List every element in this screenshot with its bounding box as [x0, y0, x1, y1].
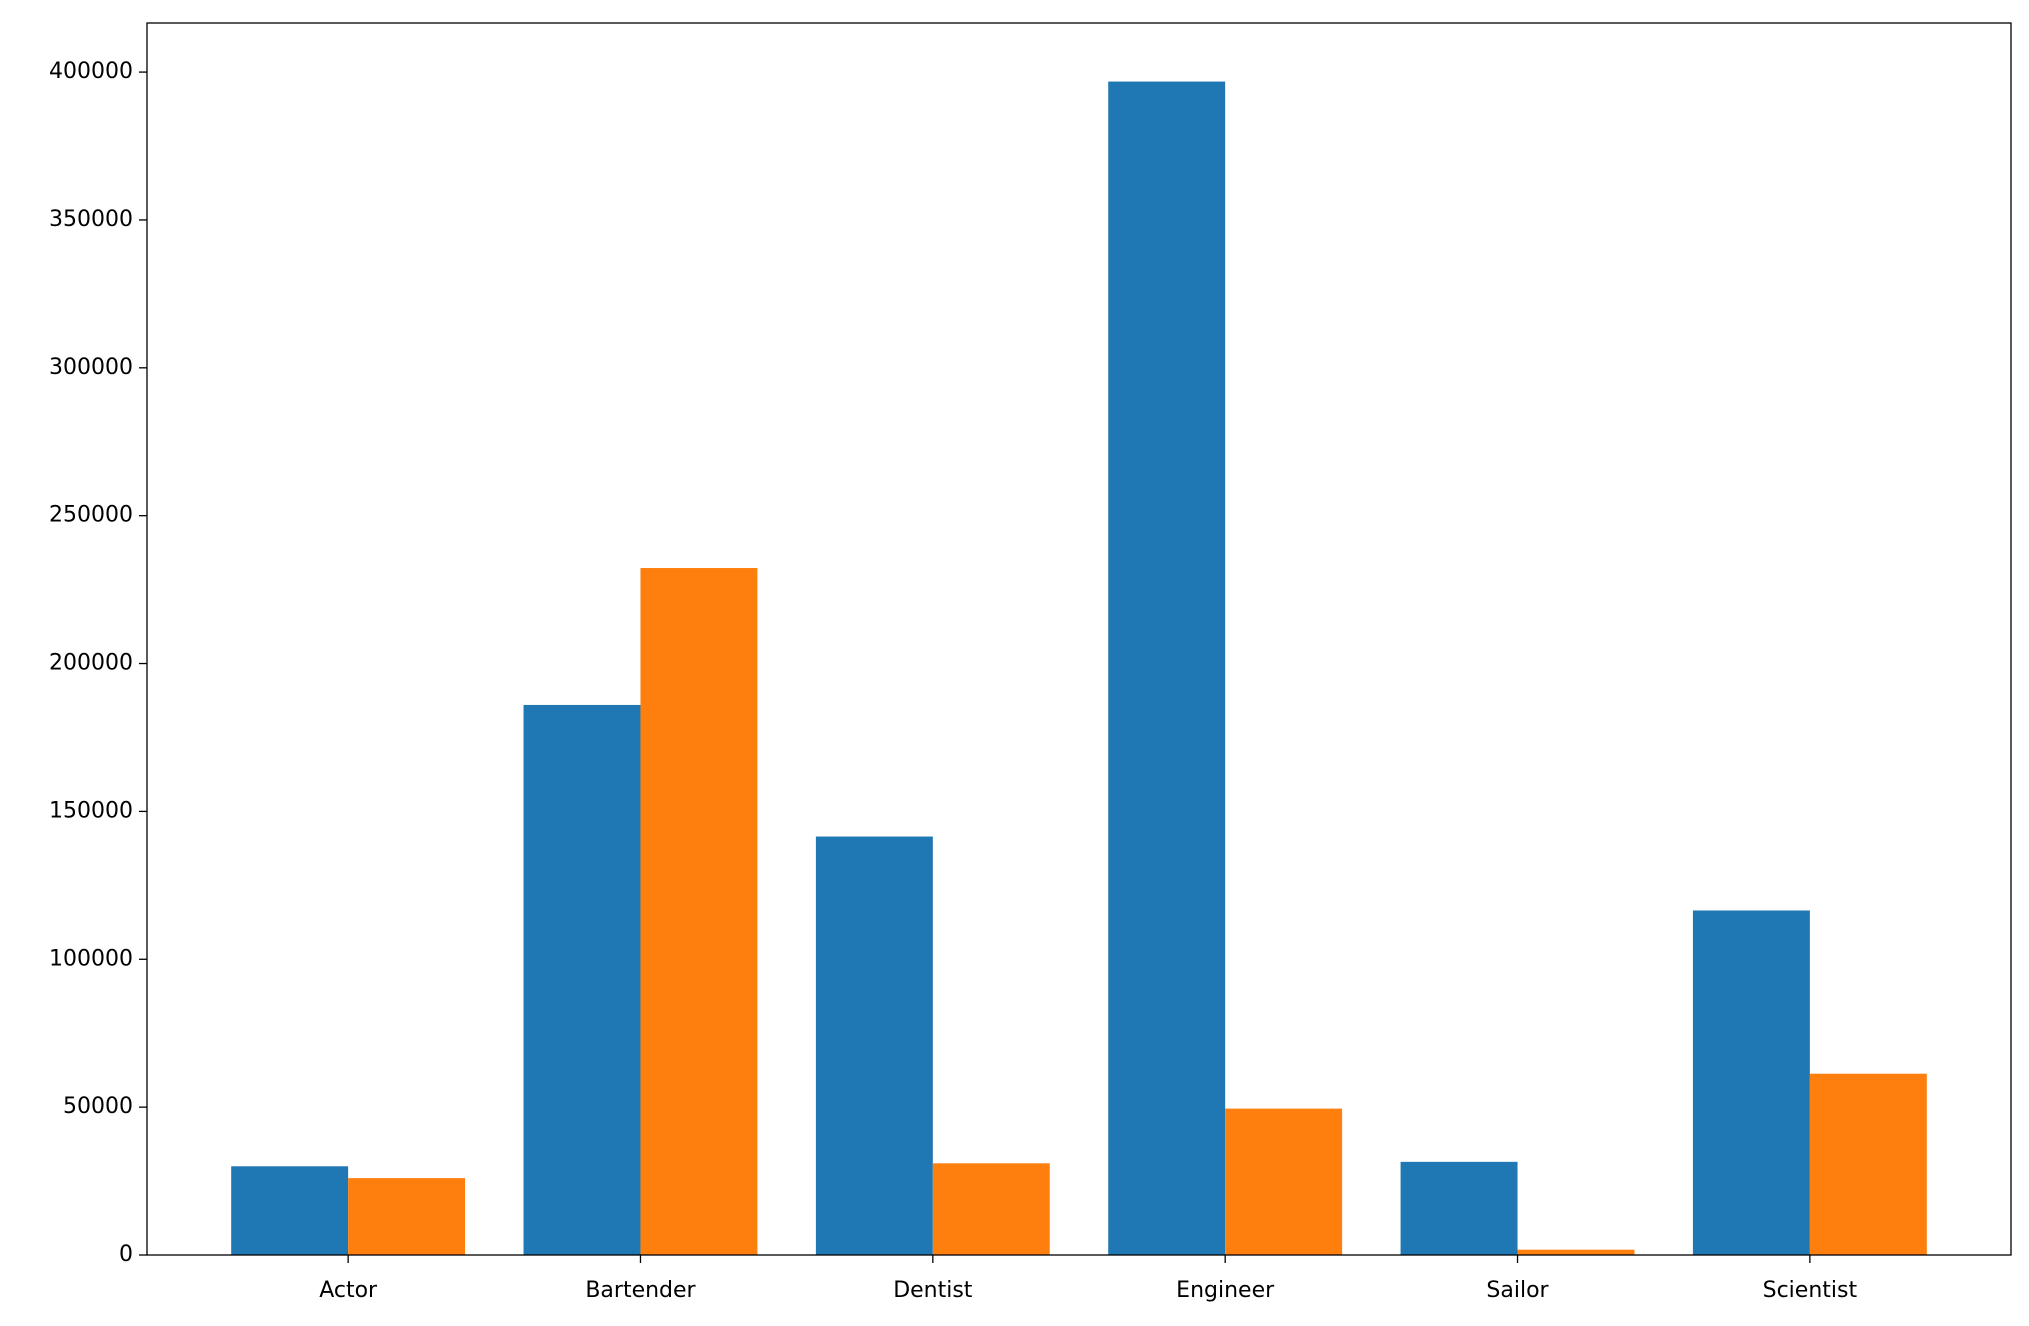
y-tick-label: 200000 [49, 651, 133, 676]
bar [815, 836, 933, 1255]
bar [523, 704, 641, 1255]
y-tick-label: 300000 [49, 355, 133, 380]
bar [1692, 910, 1810, 1255]
bar [231, 1166, 349, 1255]
bar [1517, 1249, 1635, 1255]
y-tick-label: 150000 [49, 798, 133, 823]
y-tick-label: 350000 [49, 207, 133, 232]
x-tick-label: Scientist [1763, 1278, 1858, 1303]
bar [1225, 1108, 1343, 1255]
y-tick-label: 100000 [49, 946, 133, 971]
x-tick-label: Sailor [1486, 1278, 1549, 1303]
x-tick-label: Actor [319, 1278, 378, 1303]
bar [1809, 1073, 1927, 1255]
x-tick-label: Engineer [1176, 1278, 1275, 1303]
y-tick-label: 50000 [63, 1094, 133, 1119]
x-tick-label: Dentist [893, 1278, 973, 1303]
bar [348, 1178, 466, 1255]
bar [1108, 81, 1226, 1256]
y-tick-label: 250000 [49, 503, 133, 528]
y-tick-label: 400000 [49, 59, 133, 84]
bar [640, 568, 758, 1255]
y-tick-label: 0 [119, 1242, 133, 1267]
bar [1400, 1161, 1518, 1255]
x-tick-label: Bartender [585, 1278, 696, 1303]
plot-frame [146, 22, 2012, 1256]
bar [932, 1163, 1050, 1255]
